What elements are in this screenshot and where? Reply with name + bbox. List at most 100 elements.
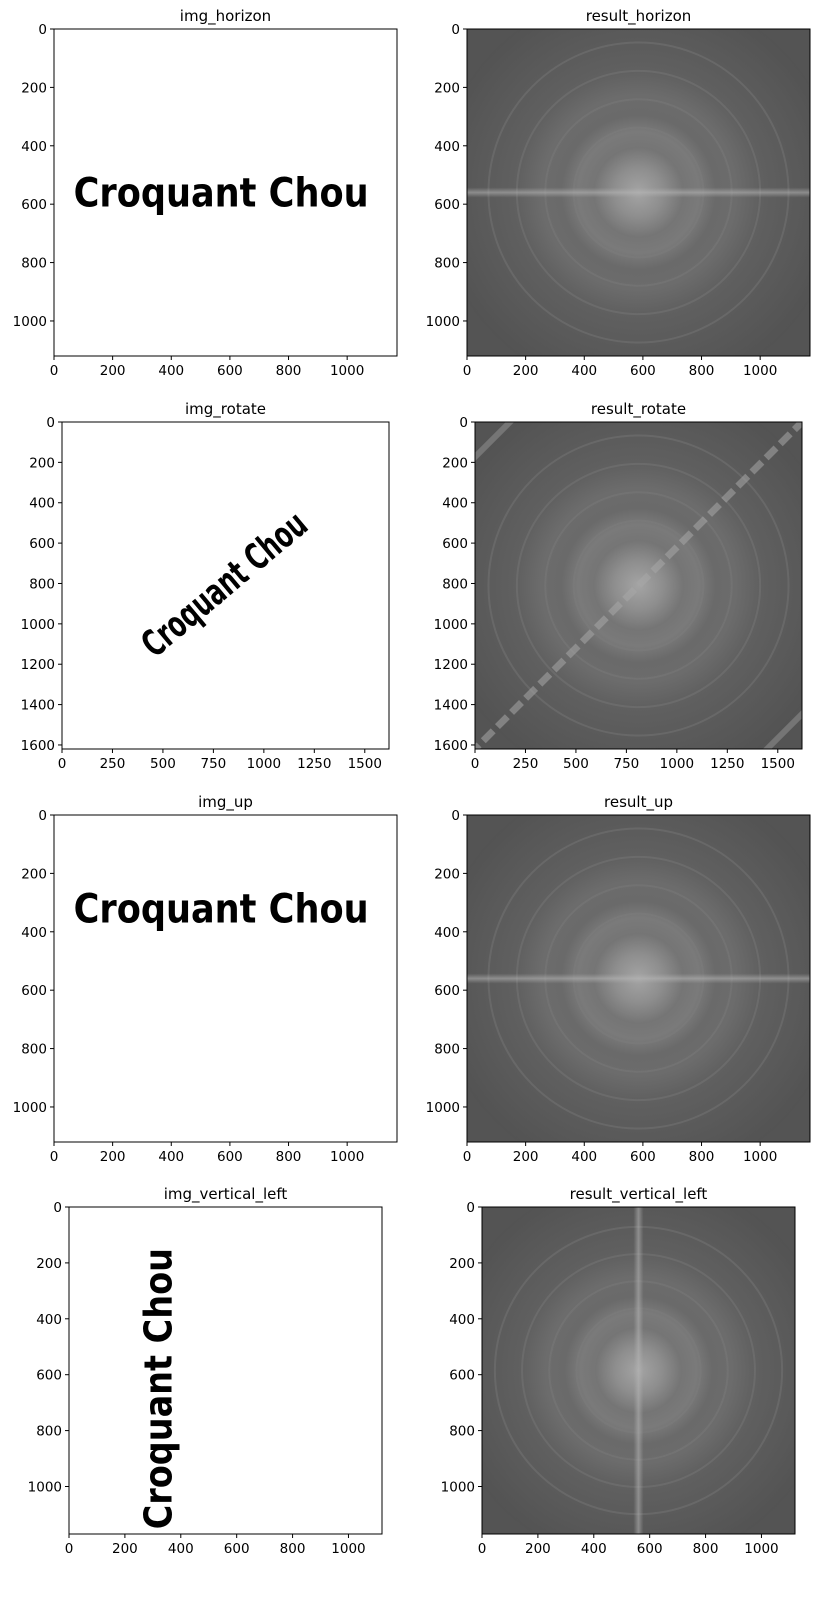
y-tick-label: 200 xyxy=(21,866,47,882)
y-tick-label: 1000 xyxy=(434,617,468,633)
y-tick-label: 200 xyxy=(21,80,47,96)
y-tick-label: 600 xyxy=(449,1368,475,1384)
spectrum-ring xyxy=(487,434,790,737)
x-tick-label: 1000 xyxy=(744,1541,778,1557)
x-tick-label: 0 xyxy=(65,1541,74,1557)
y-tick-label: 600 xyxy=(29,536,55,552)
x-tick-label: 1250 xyxy=(710,756,744,772)
x-tick-label: 600 xyxy=(217,363,243,379)
y-tick-label: 1400 xyxy=(21,698,55,714)
y-tick-label: 800 xyxy=(36,1424,62,1440)
y-tick-label: 400 xyxy=(442,496,468,512)
y-tick-label: 0 xyxy=(53,1200,62,1216)
y-tick-label: 400 xyxy=(21,139,47,155)
y-tick-label: 800 xyxy=(449,1424,475,1440)
panel-result-horizon: result_horizon 0 200 400 600 800 1000 0 200 400 6… xyxy=(426,7,811,379)
x-tick-label: 750 xyxy=(200,756,226,772)
panel-title: img_up xyxy=(198,793,253,812)
x-tick-label: 400 xyxy=(571,363,597,379)
panel-img-rotate: img_rotate Croquant Chou 0 250 500 750 1000 12… xyxy=(21,400,390,772)
panel-title: result_up xyxy=(604,793,673,812)
panel-result-rotate: result_rotate 0 250 500 750 1000 1250 1500 0 200… xyxy=(434,400,803,772)
image-text: Croquant Chou xyxy=(137,1248,182,1529)
x-tick-label: 0 xyxy=(463,363,472,379)
panel-title: img_rotate xyxy=(185,400,266,419)
x-tick-label: 600 xyxy=(630,1149,656,1165)
y-tick-label: 0 xyxy=(46,415,55,431)
image-background xyxy=(54,815,397,1142)
y-tick-label: 400 xyxy=(434,925,460,941)
axes-frame xyxy=(474,421,803,750)
y-tick-label: 0 xyxy=(451,22,460,38)
x-tick-label: 1000 xyxy=(247,756,281,772)
y-tick-label: 200 xyxy=(442,455,468,471)
x-tick-label: 800 xyxy=(280,1541,306,1557)
x-tick-label: 250 xyxy=(100,756,126,772)
x-tick-label: 1000 xyxy=(331,1541,365,1557)
panel-title: img_vertical_left xyxy=(164,1185,288,1204)
x-tick-label: 1000 xyxy=(330,363,364,379)
x-tick-label: 800 xyxy=(689,1149,715,1165)
y-tick-label: 1200 xyxy=(434,657,468,673)
y-tick-label: 800 xyxy=(442,576,468,592)
x-tick-label: 800 xyxy=(693,1541,719,1557)
y-tick-label: 1600 xyxy=(434,738,468,754)
y-tick-label: 800 xyxy=(21,1042,47,1058)
x-tick-label: 600 xyxy=(637,1541,663,1557)
y-tick-label: 800 xyxy=(29,576,55,592)
y-tick-label: 1000 xyxy=(28,1479,62,1495)
y-tick-label: 800 xyxy=(434,256,460,272)
y-tick-label: 200 xyxy=(29,455,55,471)
y-tick-label: 1000 xyxy=(21,617,55,633)
x-tick-label: 0 xyxy=(58,756,67,772)
x-tick-label: 0 xyxy=(463,1149,472,1165)
panel-img-vertical-left: img_vertical_left Croquant Chou 0 200 400 60… xyxy=(28,1185,383,1557)
x-tick-label: 1000 xyxy=(743,1149,777,1165)
panel-content xyxy=(467,29,810,356)
x-tick-label: 0 xyxy=(50,1149,59,1165)
x-tick-label: 200 xyxy=(513,1149,539,1165)
panel-content xyxy=(482,1207,795,1534)
x-tick-label: 400 xyxy=(158,363,184,379)
image-background xyxy=(54,29,397,356)
x-tick-label: 200 xyxy=(100,1149,126,1165)
spectrum-ring xyxy=(544,491,733,680)
y-tick-label: 1000 xyxy=(426,1100,460,1116)
y-tick-label: 600 xyxy=(434,983,460,999)
panel-result-vertical-left: result_vertical_left 0 200 400 600 800 1000 0 2… xyxy=(441,1185,796,1557)
x-tick-label: 0 xyxy=(50,363,59,379)
x-tick-label: 1250 xyxy=(297,756,331,772)
y-tick-label: 1600 xyxy=(21,738,55,754)
spectrum-glow xyxy=(467,29,810,356)
y-tick-label: 1000 xyxy=(13,314,47,330)
panel-img-up: img_up Croquant Chou 0 200 400 600 800 1000 0 20… xyxy=(13,793,398,1165)
x-tick-label: 200 xyxy=(112,1541,138,1557)
x-tick-label: 200 xyxy=(513,363,539,379)
x-tick-label: 400 xyxy=(571,1149,597,1165)
y-tick-label: 400 xyxy=(29,496,55,512)
x-tick-label: 600 xyxy=(224,1541,250,1557)
y-tick-label: 600 xyxy=(21,983,47,999)
y-tick-label: 1000 xyxy=(13,1100,47,1116)
spectrum-streak xyxy=(467,187,810,198)
x-tick-label: 800 xyxy=(276,1149,302,1165)
x-tick-label: 750 xyxy=(613,756,639,772)
x-tick-label: 400 xyxy=(581,1541,607,1557)
spectrum-streak xyxy=(467,973,810,984)
x-tick-label: 0 xyxy=(478,1541,487,1557)
x-tick-label: 400 xyxy=(158,1149,184,1165)
panel-content xyxy=(467,815,810,1142)
axes-frame xyxy=(61,421,390,750)
y-tick-label: 0 xyxy=(38,808,47,824)
spectrum-ring xyxy=(572,519,705,652)
panel-content: Croquant Chou xyxy=(69,1207,382,1534)
spectrum-streak-corner xyxy=(475,422,515,462)
y-tick-label: 200 xyxy=(36,1256,62,1272)
panel-content: Croquant Chou xyxy=(54,815,397,1142)
spectrum-streak-corner xyxy=(762,709,802,749)
axes-frame xyxy=(466,814,811,1143)
x-tick-label: 250 xyxy=(513,756,539,772)
panel-result-up: result_up 0 200 400 600 800 1000 0 200 400 600 800… xyxy=(426,793,811,1165)
y-tick-label: 200 xyxy=(434,866,460,882)
